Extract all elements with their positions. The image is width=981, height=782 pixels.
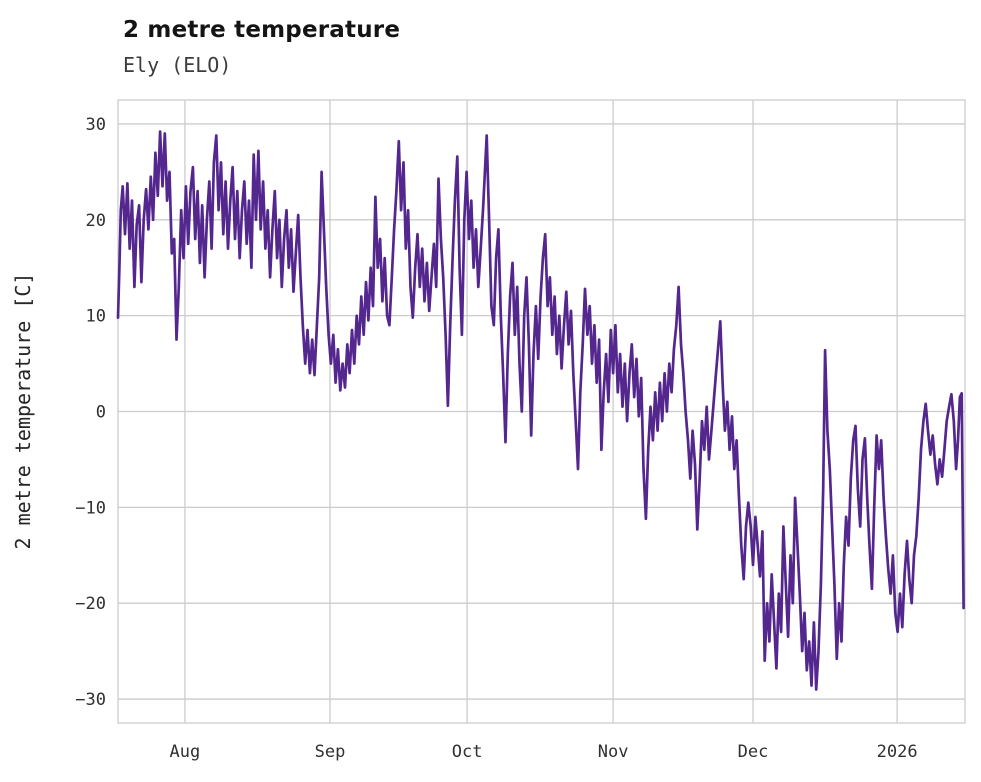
y-tick-label: 0 [96, 403, 106, 423]
ticks-layer: 30 20 10 0 −10 −20 −30 Aug Sep Oct Nov Dec 2026 [75, 115, 917, 762]
y-tick-label: 10 [86, 307, 106, 327]
y-tick-label: −30 [75, 690, 106, 710]
x-tick-label: Oct [452, 742, 483, 762]
chart-title: 2 metre temperature [123, 17, 401, 43]
x-tick-label: Sep [315, 742, 346, 762]
y-tick-label: 30 [86, 115, 106, 135]
y-tick-label: −10 [75, 498, 106, 518]
y-tick-label: −20 [75, 594, 106, 614]
temperature-line [116, 130, 965, 691]
x-tick-label: 2026 [877, 742, 918, 762]
x-tick-label: Aug [170, 742, 201, 762]
x-tick-label: Dec [738, 742, 769, 762]
grid-layer [117, 99, 966, 724]
x-tick-label: Nov [598, 742, 629, 762]
plot-border [117, 99, 966, 724]
line-layer [116, 130, 965, 691]
y-axis-label: 2 metre temperature [C] [11, 273, 35, 550]
y-tick-label: 20 [86, 211, 106, 231]
chart-subtitle: Ely (ELO) [123, 53, 232, 77]
